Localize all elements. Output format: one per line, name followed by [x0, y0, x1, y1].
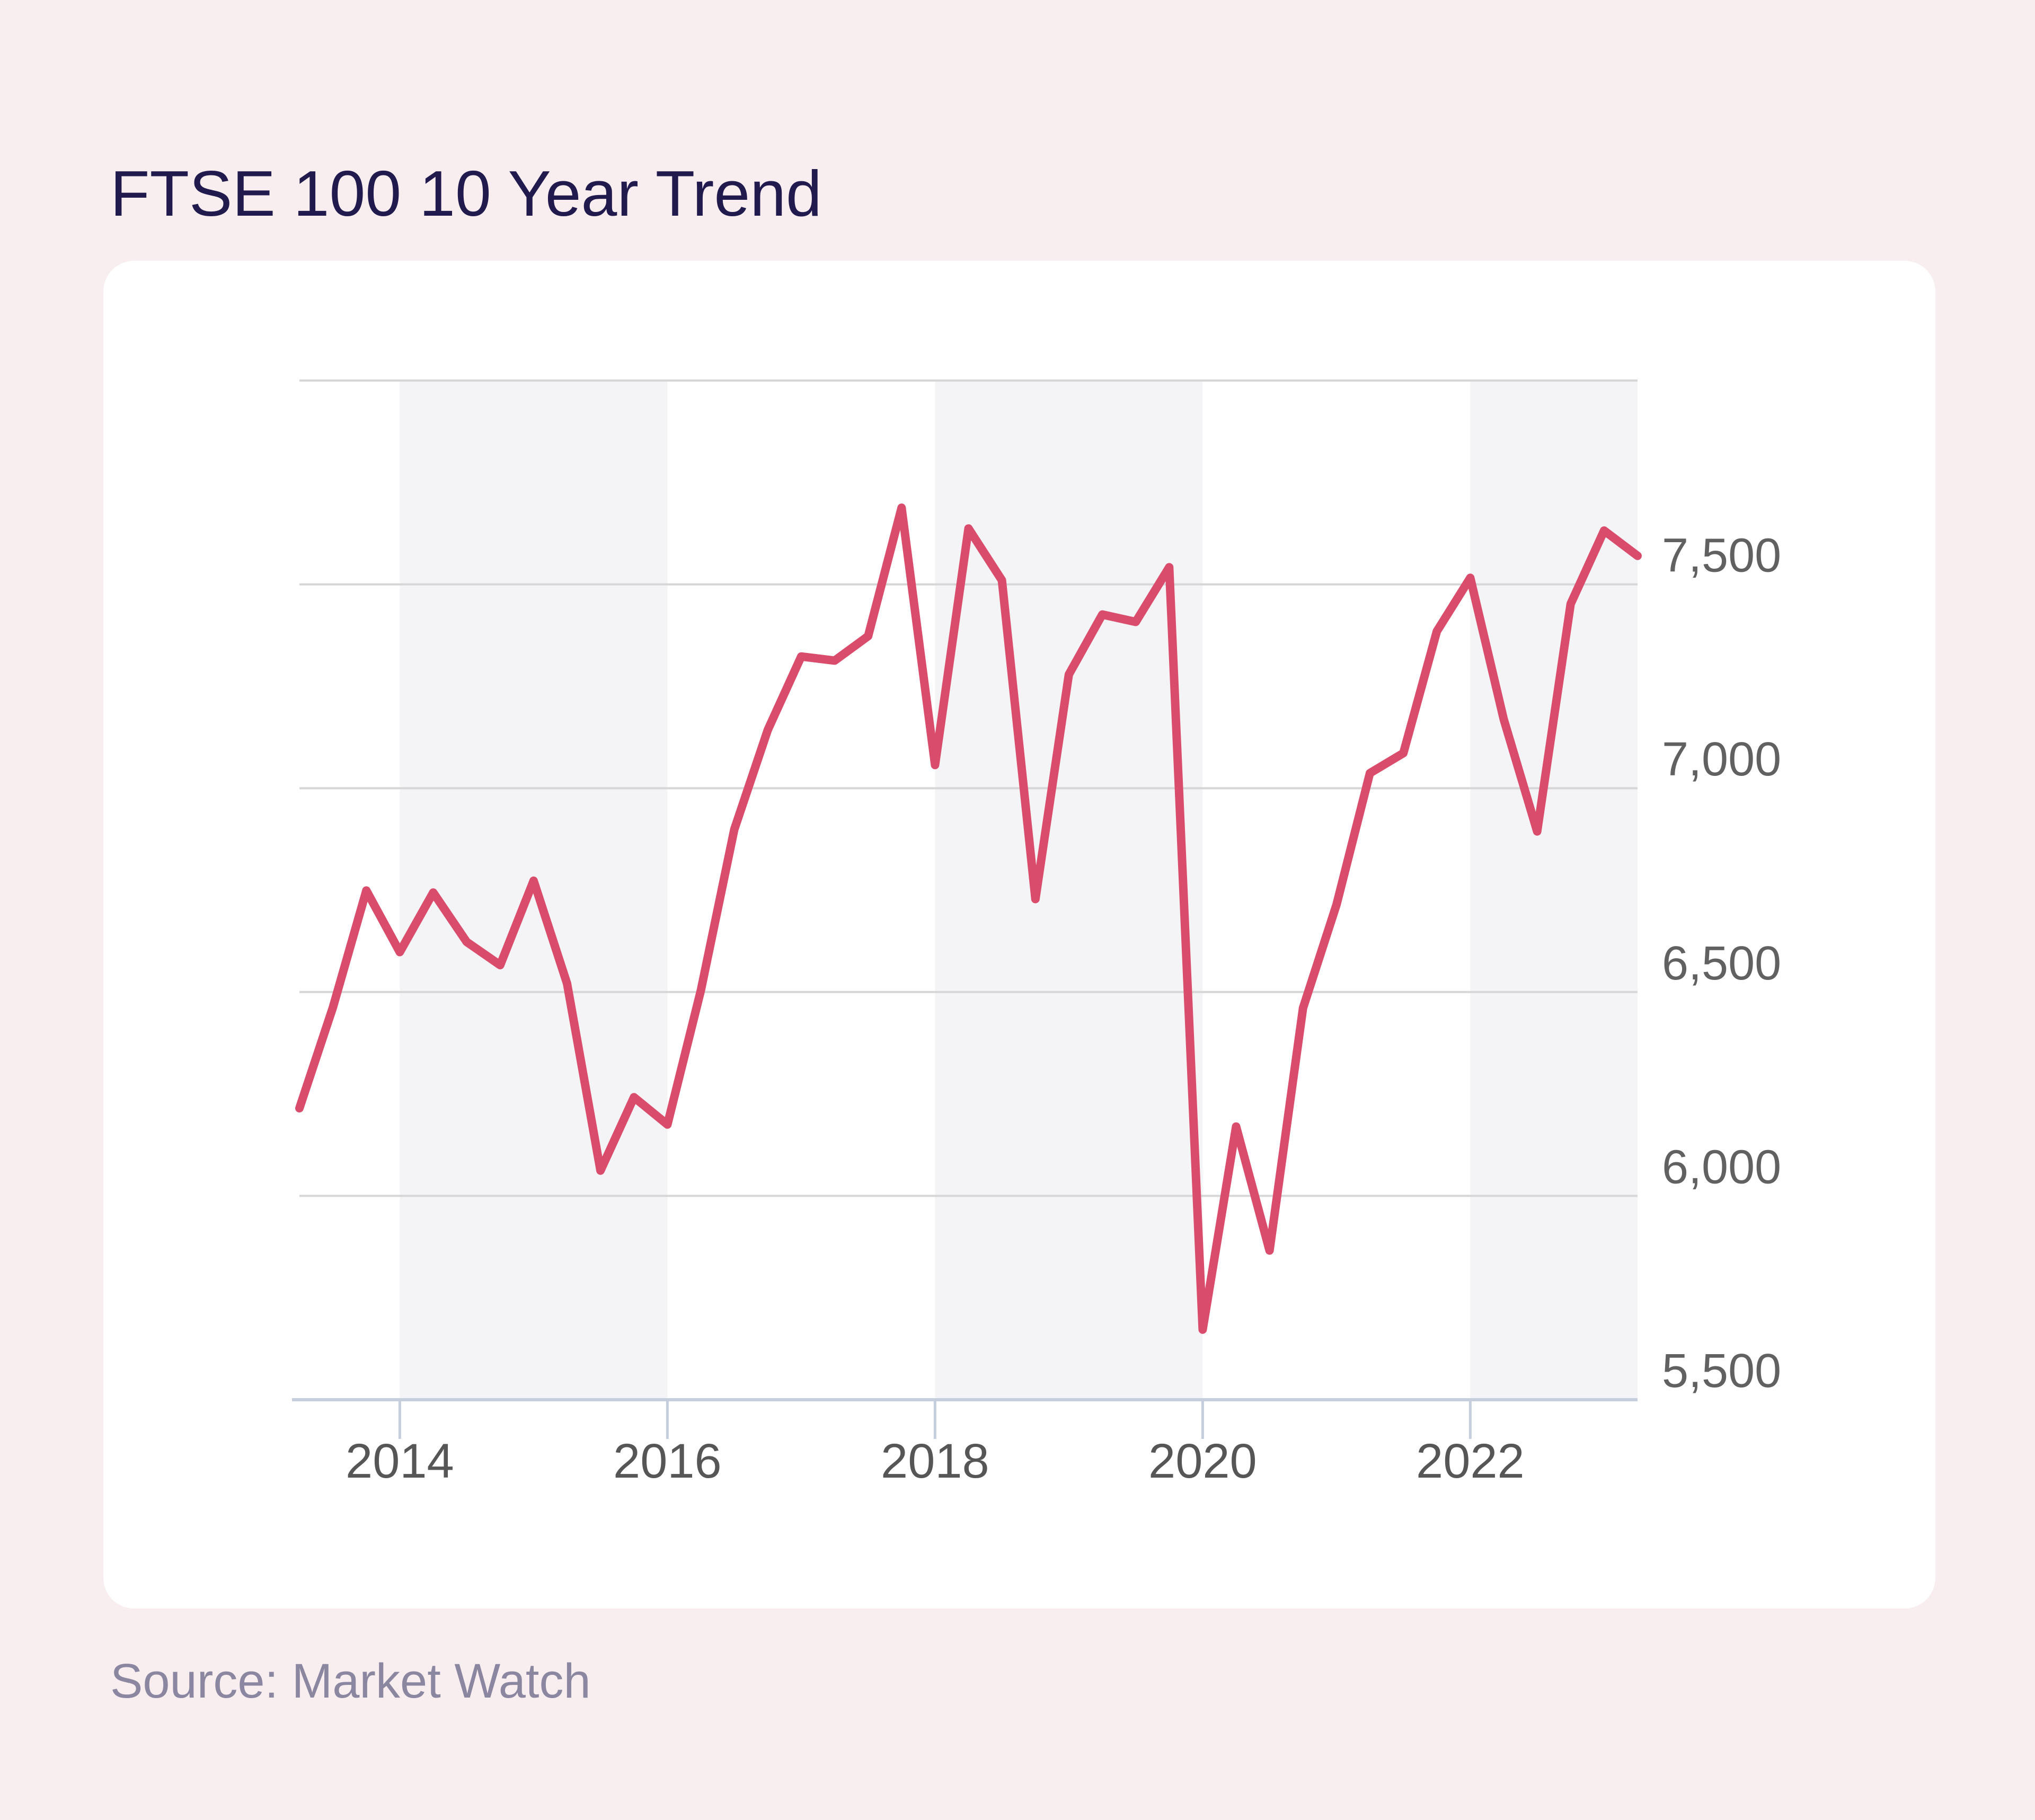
price-line [295, 503, 1642, 1334]
chart-card: 2014 2016 2018 2020 2022 7,500 7,000 6,500 6,000… [103, 261, 1935, 1609]
x-axis-label: 2022 [1416, 1434, 1525, 1488]
page-title: FTSE 100 10 Year Trend [110, 157, 822, 229]
x-axis-label: 2018 [881, 1434, 989, 1488]
y-axis-label: 6,000 [1662, 1141, 1781, 1194]
x-axis-label: 2014 [346, 1434, 454, 1488]
line-chart: 2014 2016 2018 2020 2022 7,500 7,000 6,500 6,000… [292, 379, 1781, 1488]
y-axis-label: 6,500 [1662, 937, 1781, 990]
y-axis-label: 5,500 [1662, 1345, 1781, 1398]
y-axis-label: 7,500 [1662, 529, 1781, 582]
alternating-band [1470, 381, 1638, 1400]
x-axis-label: 2020 [1148, 1434, 1257, 1488]
y-axis-label: 7,000 [1662, 733, 1781, 786]
source-caption: Source: Market Watch [110, 1654, 591, 1708]
x-axis-label: 2016 [613, 1434, 722, 1488]
